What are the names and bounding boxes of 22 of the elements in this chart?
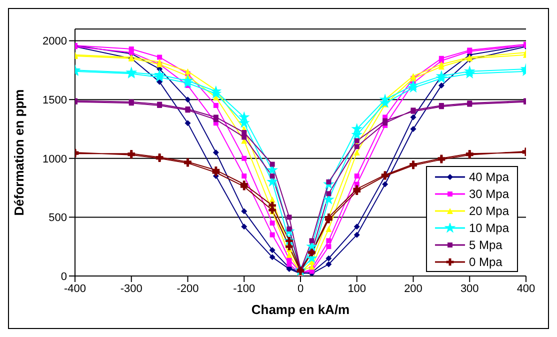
x-tick-label: 200	[404, 282, 422, 295]
x-tick-label: -200	[176, 282, 199, 295]
legend-label: 0 Mpa	[468, 254, 502, 268]
legend-label: 10 Mpa	[468, 220, 509, 234]
y-axis-title: Déformation en ppm	[12, 89, 27, 216]
x-tick-label: -300	[120, 282, 142, 295]
x-tick-label: 300	[460, 282, 479, 295]
y-tick-label: 1500	[42, 94, 67, 106]
y-tick-label: 500	[48, 212, 67, 224]
y-tick-label: 2000	[42, 36, 67, 48]
x-tick-label: 0	[297, 282, 304, 295]
y-tick-label: 1000	[42, 153, 67, 166]
legend-label: 20 Mpa	[468, 204, 509, 218]
legend-label: 5 Mpa	[468, 238, 502, 252]
y-tick-label: 0	[60, 270, 67, 283]
legend-label: 30 Mpa	[468, 186, 509, 200]
legend-label: 40 Mpa	[468, 170, 509, 184]
x-tick-label: -100	[233, 282, 256, 295]
x-tick-label: 400	[516, 282, 536, 295]
x-tick-label: 100	[348, 282, 366, 295]
x-axis-title: Champ en kA/m	[251, 302, 350, 317]
x-tick-label: -400	[64, 282, 86, 295]
